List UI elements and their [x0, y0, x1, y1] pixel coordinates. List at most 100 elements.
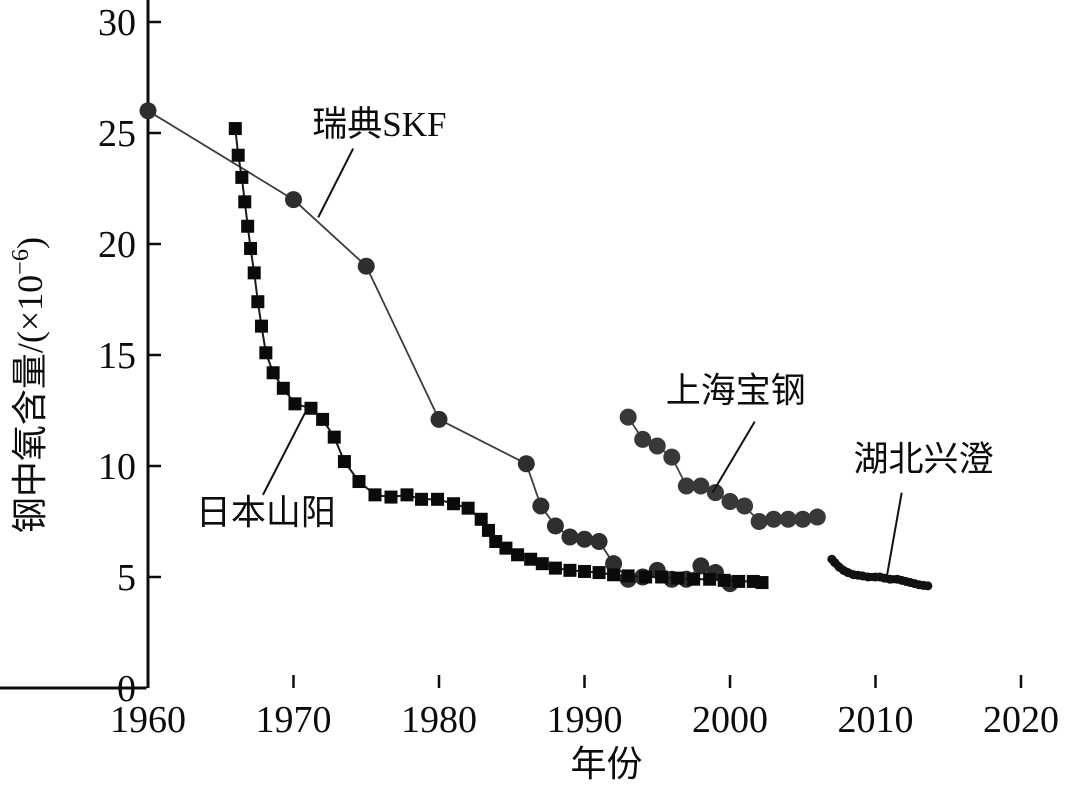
x-tick-label: 2020 [983, 699, 1059, 741]
marker-square [592, 566, 606, 580]
label-shanghai-baosteel-leader-line [711, 421, 756, 494]
marker-circle [590, 532, 608, 550]
marker-square [717, 573, 731, 587]
marker-square [703, 572, 717, 586]
y-tick-label: 30 [98, 2, 136, 44]
marker-square [231, 148, 245, 162]
y-tick-label: 15 [98, 335, 136, 377]
marker-square [687, 572, 701, 586]
label-sweden-skf: 瑞典SKF [312, 105, 446, 218]
marker-circle [721, 493, 739, 511]
marker-circle [808, 508, 826, 526]
marker-circle [517, 455, 535, 473]
marker-square [368, 488, 382, 502]
marker-circle [648, 437, 666, 455]
y-tick-label: 10 [98, 446, 136, 488]
marker-square [461, 501, 475, 515]
label-japan-sanyo-leader-line [262, 412, 307, 496]
marker-square [578, 564, 591, 578]
marker-circle [532, 497, 550, 515]
label-japan-sanyo: 日本山阳 [196, 412, 336, 533]
label-sweden-skf-leader-line [317, 148, 355, 218]
marker-square [254, 319, 268, 333]
marker-square [266, 366, 280, 380]
marker-circle [692, 557, 710, 575]
x-tick-label: 1970 [256, 699, 332, 741]
marker-circle [430, 410, 448, 428]
marker-circle [706, 484, 724, 502]
marker-dot [923, 581, 933, 591]
y-tick-label: 5 [117, 557, 136, 599]
marker-square [499, 541, 513, 555]
marker-circle [357, 257, 375, 275]
marker-circle [605, 555, 623, 573]
marker-square [288, 397, 302, 411]
marker-circle [285, 191, 302, 209]
marker-circle [634, 430, 652, 448]
marker-square [384, 490, 398, 504]
x-tick-label: 1980 [401, 699, 477, 741]
marker-square [548, 561, 562, 575]
marker-square [247, 266, 261, 280]
series-hubei-xingcheng [827, 554, 933, 591]
label-hubei-xingcheng: 湖北兴澄 [854, 440, 994, 575]
x-tick-label: 2010 [838, 699, 914, 741]
marker-square [259, 346, 273, 360]
marker-square [639, 570, 653, 584]
y-tick-label: 20 [98, 224, 136, 266]
marker-square [489, 534, 503, 548]
marker-square [474, 512, 488, 526]
marker-square [671, 571, 685, 585]
marker-square [276, 381, 290, 395]
marker-circle [677, 477, 695, 495]
marker-circle [692, 477, 710, 495]
marker-square [755, 576, 769, 590]
marker-dot [885, 574, 895, 584]
label-shanghai-baosteel-text: 上海宝钢 [666, 371, 806, 410]
y-tick-label: 25 [98, 113, 136, 155]
marker-square [327, 430, 341, 444]
marker-square [304, 401, 318, 415]
y-axis-title: 钢中氧含量/(×10−6) [7, 237, 50, 533]
y-tick-label: 0 [117, 668, 136, 710]
marker-circle [561, 528, 579, 546]
x-tick-label: 1990 [547, 699, 623, 741]
label-hubei-xingcheng-leader-line [886, 492, 903, 575]
marker-circle [546, 517, 564, 535]
marker-square [524, 552, 538, 566]
marker-square [316, 412, 330, 426]
marker-square [337, 455, 351, 469]
marker-dot [863, 572, 873, 582]
series-japan-sanyo [228, 122, 769, 590]
marker-square [563, 563, 577, 577]
marker-square [481, 523, 495, 537]
label-japan-sanyo-text: 日本山阳 [196, 494, 336, 533]
marker-square [352, 475, 366, 489]
marker-square [415, 492, 429, 506]
marker-square [535, 557, 549, 571]
marker-circle [139, 102, 157, 120]
marker-circle [779, 510, 797, 528]
x-tick-label: 1960 [110, 699, 186, 741]
marker-square [511, 548, 525, 562]
marker-square [431, 492, 445, 506]
marker-circle [576, 530, 593, 548]
marker-square [447, 497, 461, 511]
marker-circle [765, 510, 783, 528]
label-hubei-xingcheng-text: 湖北兴澄 [854, 440, 994, 479]
marker-square [238, 195, 252, 209]
marker-circle [619, 408, 637, 426]
label-sweden-skf-text: 瑞典SKF [312, 105, 446, 144]
label-shanghai-baosteel: 上海宝钢 [666, 371, 806, 494]
marker-square [241, 219, 255, 233]
marker-circle [750, 513, 768, 530]
marker-square [251, 295, 265, 309]
marker-square [732, 574, 746, 588]
x-axis-title: 年份 [570, 744, 642, 784]
series-shanghai-baosteel [619, 408, 826, 530]
marker-square [607, 568, 621, 582]
